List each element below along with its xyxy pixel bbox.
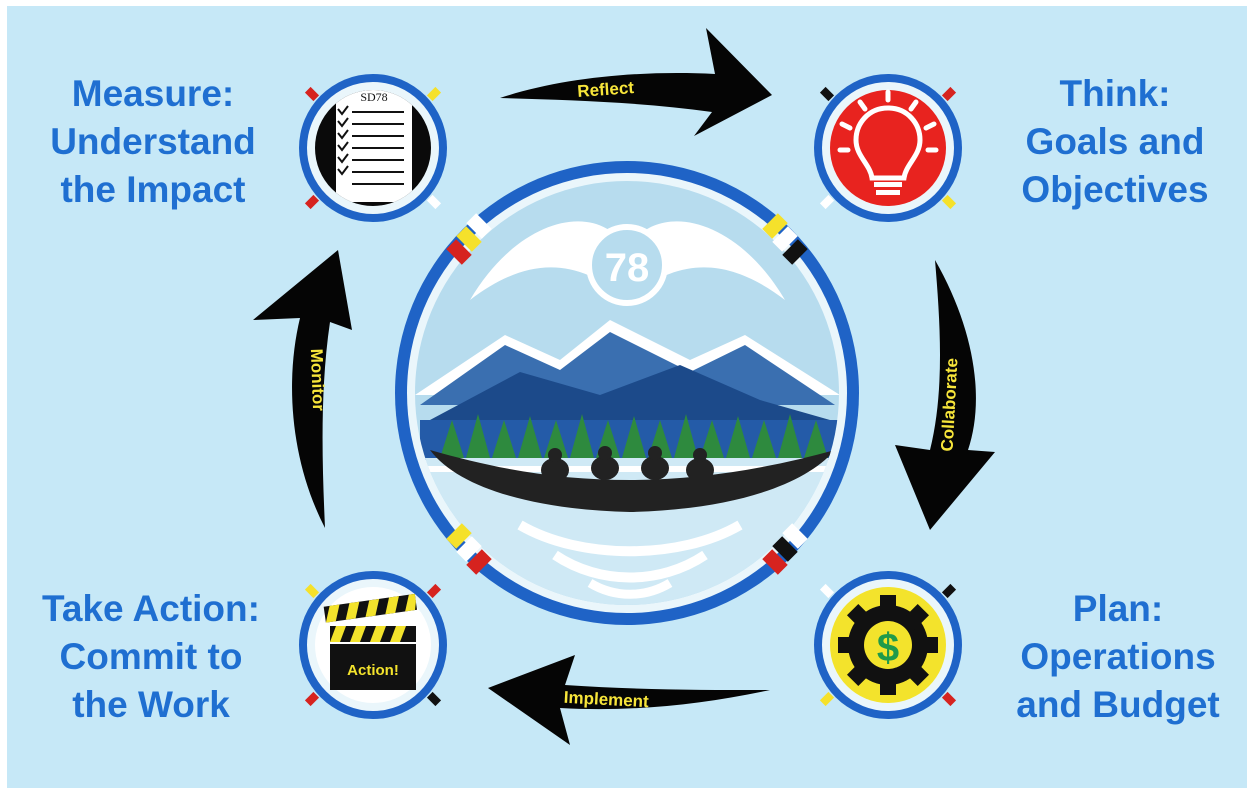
step-action-line-1: Take Action: — [42, 588, 260, 629]
step-action-line-2: Commit to — [59, 636, 243, 677]
clapperboard-icon: Action! — [299, 571, 447, 719]
step-measure-line-2: Understand — [50, 121, 256, 162]
step-action-label: Take Action: Commit to the Work — [20, 585, 282, 729]
arrow-reflect: Reflect — [500, 28, 772, 136]
step-plan-line-3: and Budget — [1016, 684, 1220, 725]
arrow-label-reflect: Reflect — [577, 78, 635, 101]
step-measure-line-1: Measure: — [71, 73, 235, 114]
step-think-label: Think: Goals and Objectives — [990, 70, 1240, 214]
lightbulb-icon — [814, 74, 962, 222]
clapperboard-text: Action! — [347, 662, 399, 679]
arrow-label-implement: Implement — [563, 688, 649, 711]
step-measure-line-3: the Impact — [60, 169, 246, 210]
arrow-collaborate: Collaborate — [895, 260, 995, 530]
arrow-monitor: Monitor — [253, 250, 352, 528]
arrow-label-collaborate: Collaborate — [938, 358, 962, 452]
arrow-implement: Implement — [488, 655, 770, 745]
arrow-label-monitor: Monitor — [307, 348, 328, 411]
step-plan-line-1: Plan: — [1072, 588, 1164, 629]
gear-dollar-symbol: $ — [877, 626, 899, 670]
step-plan-label: Plan: Operations and Budget — [993, 585, 1243, 729]
step-think-line-2: Goals and — [1025, 121, 1205, 162]
checklist-icon: SD78 — [299, 74, 447, 222]
step-measure-label: Measure: Understand the Impact — [28, 70, 278, 214]
sd78-canoe-logo: 78 — [395, 161, 859, 625]
step-think-line-3: Objectives — [1021, 169, 1209, 210]
logo-number: 78 — [605, 246, 650, 290]
gear-dollar-icon: $ — [814, 571, 962, 719]
step-plan-line-2: Operations — [1020, 636, 1216, 677]
checklist-header: SD78 — [360, 90, 387, 104]
step-action-line-3: the Work — [72, 684, 230, 725]
step-think-line-1: Think: — [1059, 73, 1171, 114]
